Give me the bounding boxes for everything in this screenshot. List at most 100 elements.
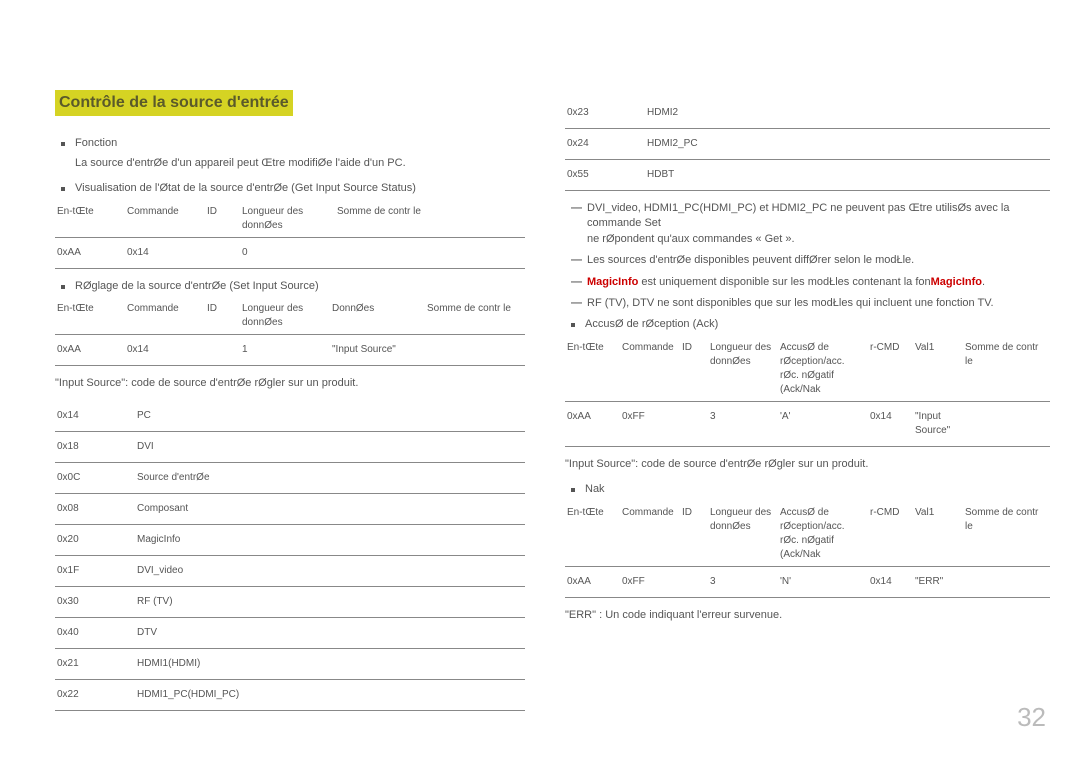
table-header-cell: DonnØes xyxy=(330,298,425,335)
table-header-cell: Commande xyxy=(620,502,680,567)
table-cell: HDMI2 xyxy=(645,98,1050,129)
table-cell: Source d'entrØe xyxy=(135,463,525,494)
bullet-icon xyxy=(61,187,65,191)
table-cell xyxy=(205,237,240,268)
input-source-note-2: "Input Source": code de source d'entrØe … xyxy=(565,457,1050,472)
table-source-codes-cont: 0x23HDMI20x24HDMI2_PC0x55HDBT xyxy=(565,98,1050,191)
bullet-ack-label: AccusØ de rØception (Ack) xyxy=(585,317,1050,332)
note-dvi-video: ― DVI_video, HDMI1_PC(HDMI_PC) et HDMI2_… xyxy=(571,201,1050,247)
bullet-reglage-label: RØglage de la source d'entrØe (Set Input… xyxy=(75,279,525,294)
table-cell: 0x14 xyxy=(125,237,205,268)
table-header-cell: ID xyxy=(205,298,240,335)
bullet-reglage: RØglage de la source d'entrØe (Set Input… xyxy=(61,279,525,294)
dash-icon: ― xyxy=(571,253,583,268)
table-cell: 0x14 xyxy=(868,401,913,446)
dash-icon: ― xyxy=(571,296,583,311)
table-set-source: En-tŒteCommandeIDLongueur des donnØesDon… xyxy=(55,298,525,366)
table-header-cell: En-tŒte xyxy=(55,298,125,335)
note-dvi-line1: DVI_video, HDMI1_PC(HDMI_PC) et HDMI2_PC… xyxy=(587,202,1009,229)
table-nak: En-tŒteCommandeIDLongueur des donnØesAcc… xyxy=(565,502,1050,598)
table-header-cell: Longueur des donnØes xyxy=(708,502,778,567)
bullet-ack: AccusØ de rØception (Ack) xyxy=(571,317,1050,332)
table-header-cell: ID xyxy=(680,502,708,567)
table-cell: 0xAA xyxy=(565,401,620,446)
table-header-cell: Somme de contr le xyxy=(963,337,1050,402)
note-magicinfo-text: MagicInfo est uniquement disponible sur … xyxy=(587,275,985,290)
table-header-cell: Longueur des donnØes xyxy=(240,201,335,238)
magicinfo-mid: est uniquement disponible sur les modŁle… xyxy=(638,276,930,288)
table-header-cell: Val1 xyxy=(913,502,963,567)
bullet-nak-label: Nak xyxy=(585,482,1050,497)
table-cell xyxy=(335,237,525,268)
table-header-cell: Commande xyxy=(620,337,680,402)
table-cell: 0x14 xyxy=(125,334,205,365)
table-header-cell: Commande xyxy=(125,201,205,238)
bullet-icon xyxy=(571,488,575,492)
table-cell: 0x24 xyxy=(565,129,645,160)
page-number: 32 xyxy=(1017,699,1046,735)
table-header-cell: Somme de contr le xyxy=(425,298,525,335)
bullet-nak: Nak xyxy=(571,482,1050,497)
table-row: 0x1FDVI_video xyxy=(55,556,525,587)
table-cell: 0xFF xyxy=(620,566,680,597)
note-rf-dtv: ― RF (TV), DTV ne sont disponibles que s… xyxy=(571,296,1050,311)
table-cell: HDMI2_PC xyxy=(645,129,1050,160)
table-header-cell: En-tŒte xyxy=(55,201,125,238)
table-cell: 0 xyxy=(240,237,335,268)
bullet-visualisation: Visualisation de l'Øtat de la source d'e… xyxy=(61,181,525,196)
table-cell: DTV xyxy=(135,618,525,649)
table-cell: "Input Source" xyxy=(330,334,425,365)
table-cell: 0x30 xyxy=(55,587,135,618)
table-cell xyxy=(963,401,1050,446)
table-header-cell: Longueur des donnØes xyxy=(240,298,330,335)
err-note: "ERR" : Un code indiquant l'erreur surve… xyxy=(565,608,1050,623)
table-header-cell: En-tŒte xyxy=(565,337,620,402)
bullet-icon xyxy=(571,323,575,327)
table-cell: 0xAA xyxy=(55,334,125,365)
table-header-cell: AccusØ de rØception/acc. rØc. nØgatif (A… xyxy=(778,337,868,402)
magicinfo-red-1: MagicInfo xyxy=(587,276,638,288)
table-cell: 0x20 xyxy=(55,525,135,556)
note-dvi-line2: ne rØpondent qu'aux commandes « Get ». xyxy=(587,233,795,245)
table-cell: Composant xyxy=(135,494,525,525)
section-title: Contrôle de la source d'entrée xyxy=(55,90,293,116)
table-cell: 0xAA xyxy=(55,237,125,268)
table-cell: 0x08 xyxy=(55,494,135,525)
table-row: 0x14PC xyxy=(55,401,525,432)
table-header-cell: Somme de contr le xyxy=(963,502,1050,567)
dash-icon: ― xyxy=(571,275,583,290)
table-cell: 0x0C xyxy=(55,463,135,494)
table-cell: HDMI1(HDMI) xyxy=(135,649,525,680)
note-rf-dtv-text: RF (TV), DTV ne sont disponibles que sur… xyxy=(587,296,994,311)
table-ack: En-tŒteCommandeIDLongueur des donnØesAcc… xyxy=(565,337,1050,447)
table-header-cell: En-tŒte xyxy=(565,502,620,567)
table-cell: 0x40 xyxy=(55,618,135,649)
table-cell: 0x14 xyxy=(868,566,913,597)
table-header-cell: Somme de contr le xyxy=(335,201,525,238)
table-row: 0x24HDMI2_PC xyxy=(565,129,1050,160)
note-dvi-video-text: DVI_video, HDMI1_PC(HDMI_PC) et HDMI2_PC… xyxy=(587,201,1050,247)
input-source-note: "Input Source": code de source d'entrØe … xyxy=(55,376,525,391)
note-sources-differ-text: Les sources d'entrØe disponibles peuvent… xyxy=(587,253,914,268)
fonction-desc: La source d'entrØe d'un appareil peut Œt… xyxy=(75,156,525,171)
table-row: 0x30RF (TV) xyxy=(55,587,525,618)
bullet-visualisation-label: Visualisation de l'Øtat de la source d'e… xyxy=(75,181,525,196)
table-cell: 0x14 xyxy=(55,401,135,432)
table-header-cell: Val1 xyxy=(913,337,963,402)
table-cell xyxy=(680,401,708,446)
bullet-fonction-label: Fonction xyxy=(75,136,525,151)
table-cell: 'N' xyxy=(778,566,868,597)
table-cell: MagicInfo xyxy=(135,525,525,556)
table-cell: HDBT xyxy=(645,160,1050,191)
table-cell xyxy=(425,334,525,365)
table-header-cell: r-CMD xyxy=(868,502,913,567)
table-cell: "Input Source" xyxy=(913,401,963,446)
table-cell: 0x23 xyxy=(565,98,645,129)
table-cell: 3 xyxy=(708,566,778,597)
table-header-cell: ID xyxy=(205,201,240,238)
table-cell xyxy=(963,566,1050,597)
table-row: 0x21HDMI1(HDMI) xyxy=(55,649,525,680)
note-magicinfo: ― MagicInfo est uniquement disponible su… xyxy=(571,275,1050,290)
table-row: 0x18DVI xyxy=(55,432,525,463)
table-cell: 0x22 xyxy=(55,680,135,711)
